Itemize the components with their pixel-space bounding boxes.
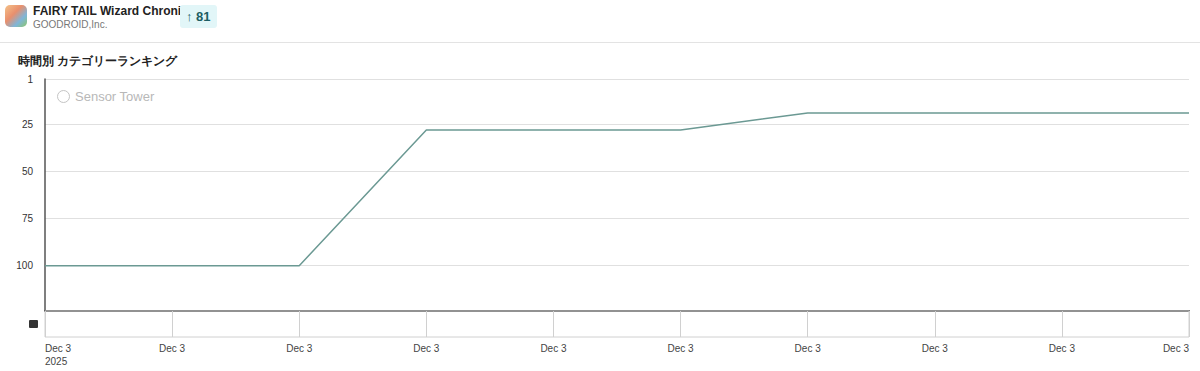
svg-text:25: 25	[22, 119, 34, 130]
svg-text:Dec 3: Dec 3	[1049, 343, 1076, 354]
svg-text:Dec 3: Dec 3	[1163, 343, 1190, 354]
html-text:FAIRY TAIL Wizard Chronicle: FAIRY TAIL Wizard Chronicle	[33, 4, 198, 18]
html-text:↑ 81: ↑ 81	[186, 9, 211, 24]
html-text:Sensor Tower: Sensor Tower	[75, 89, 155, 104]
svg-text:100: 100	[16, 260, 33, 271]
svg-text:2025: 2025	[45, 356, 68, 367]
svg-text:Dec 3: Dec 3	[922, 343, 949, 354]
svg-text:Dec 3: Dec 3	[45, 343, 72, 354]
svg-text:Dec 3: Dec 3	[159, 343, 186, 354]
svg-text:75: 75	[22, 213, 34, 224]
svg-text:Dec 3: Dec 3	[795, 343, 822, 354]
svg-text:Dec 3: Dec 3	[413, 343, 440, 354]
html-text:GOODROID,Inc.: GOODROID,Inc.	[33, 19, 108, 30]
svg-text:1: 1	[27, 74, 33, 85]
html-text:時間別 カテゴリーランキング: 時間別 カテゴリーランキング	[18, 54, 178, 68]
svg-text:Dec 3: Dec 3	[286, 343, 313, 354]
svg-text:Dec 3: Dec 3	[667, 343, 694, 354]
svg-text:Dec 3: Dec 3	[540, 343, 567, 354]
svg-text:50: 50	[22, 166, 34, 177]
